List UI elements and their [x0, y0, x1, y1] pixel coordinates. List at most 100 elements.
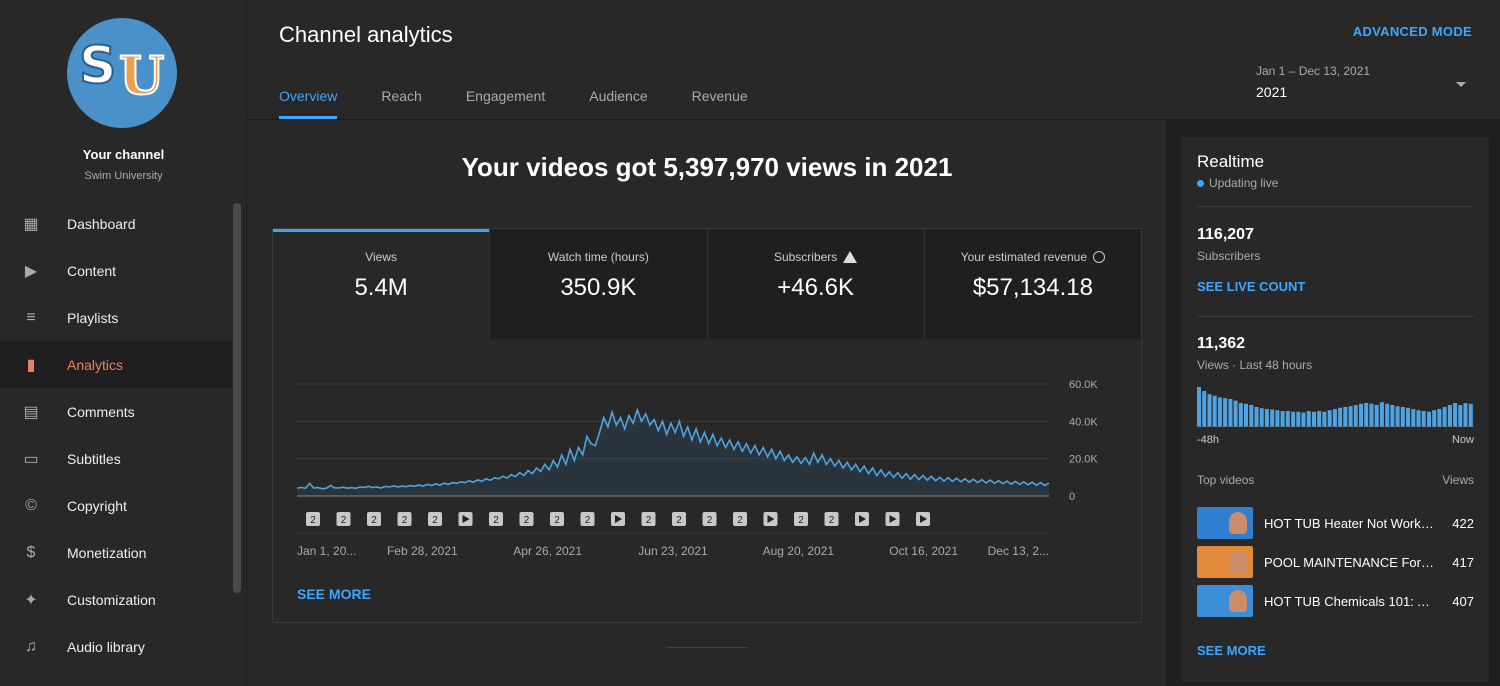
y-tick-label: 0	[1069, 491, 1075, 503]
video-marker	[397, 512, 412, 526]
see-more-link[interactable]: SEE MORE	[297, 586, 371, 602]
page-title: Channel analytics	[279, 22, 453, 47]
realtime-bar	[1275, 410, 1280, 427]
views-headline: Your videos got 5,397,970 views in 2021	[461, 152, 953, 182]
realtime-bar	[1458, 405, 1463, 427]
sidebar-item-customization[interactable]: ✦ Customization	[0, 576, 232, 623]
video-marker	[641, 512, 656, 526]
realtime-bar	[1202, 391, 1207, 427]
x-tick-label: Oct 16, 2021	[889, 544, 958, 558]
top-video-row[interactable]: POOL MAINTENANCE For Beginners 417	[1197, 546, 1474, 578]
see-more-link[interactable]: SEE MORE	[1197, 643, 1266, 658]
tab-reach[interactable]: Reach	[381, 88, 422, 104]
sidebar-item-monetization[interactable]: $ Monetization	[0, 529, 232, 576]
date-range-picker[interactable]: Jan 1 – Dec 13, 2021 2021	[1256, 64, 1476, 100]
marker-count: 2	[676, 515, 682, 526]
video-views: 417	[1452, 554, 1474, 570]
video-thumbnail[interactable]	[1197, 507, 1253, 539]
top-video-row[interactable]: HOT TUB Heater Not Working? 5 Reasons Wh…	[1197, 507, 1474, 539]
realtime-bar	[1432, 410, 1437, 427]
video-views: 407	[1452, 593, 1474, 609]
video-thumbnail[interactable]	[1197, 546, 1253, 578]
realtime-axis-end: Now	[1451, 434, 1474, 446]
video-marker	[336, 512, 351, 526]
sidebar-item-analytics[interactable]: ▮ Analytics	[0, 341, 232, 388]
tab-bar: Overview Reach Engagement Audience Reven…	[279, 88, 792, 119]
sidebar-scrollbar[interactable]	[233, 203, 241, 593]
video-marker	[428, 512, 442, 526]
video-title[interactable]: HOT TUB Chemicals 101: A Beginner's Guid…	[1264, 593, 1434, 609]
video-thumbnail[interactable]	[1197, 585, 1253, 617]
realtime-bar	[1338, 407, 1343, 427]
realtime-bar	[1212, 395, 1217, 427]
sidebar-item-content[interactable]: ▶ Content	[0, 247, 232, 294]
clock-icon	[1093, 251, 1106, 263]
realtime-bar	[1374, 405, 1379, 427]
views-chart[interactable]: 60.0K 40.0K 20.0K 0 2 2 2 2 2 2 2 2 2 2 2 2 2 2 2 Jan 1, 20…	[273, 339, 1141, 579]
realtime-bar	[1317, 411, 1322, 427]
sidebar-item-playlists[interactable]: ≡ Playlists	[0, 294, 232, 341]
realtime-bar	[1364, 403, 1369, 427]
tab-revenue[interactable]: Revenue	[691, 88, 748, 104]
sidebar-item-label: Audio library	[67, 638, 145, 655]
see-live-count-link[interactable]: SEE LIVE COUNT	[1197, 279, 1306, 294]
metric-subscribers[interactable]: Subscribers +46.6K	[707, 229, 925, 339]
realtime-bar	[1259, 408, 1264, 427]
sidebar-item-subtitles[interactable]: ▭ Subtitles	[0, 435, 232, 482]
dropdown-caret-icon	[1456, 82, 1466, 87]
channel-title[interactable]: Your channel	[82, 147, 165, 162]
metric-label: Views	[365, 250, 398, 264]
sidebar-item-comments[interactable]: ▤ Comments	[0, 388, 232, 435]
realtime-bar	[1285, 411, 1290, 427]
sidebar-item-label: Customization	[67, 591, 156, 608]
sidebar-item-copyright[interactable]: © Copyright	[0, 482, 232, 529]
sidebar-item-audio-library[interactable]: ♫ Audio library	[0, 623, 232, 670]
advanced-mode-button[interactable]: ADVANCED MODE	[1352, 24, 1472, 39]
realtime-views-count: 11,362	[1197, 335, 1246, 352]
marker-count: 2	[585, 515, 591, 526]
video-marker	[794, 512, 808, 526]
metric-value: 350.9K	[560, 274, 637, 301]
video-title[interactable]: HOT TUB Heater Not Working? 5 Reasons Wh…	[1264, 515, 1434, 531]
marker-count: 2	[432, 515, 438, 526]
tab-engagement[interactable]: Engagement	[465, 88, 546, 104]
monetization-icon: $	[26, 543, 36, 561]
sidebar-item-label: Subtitles	[67, 450, 121, 467]
thumbnail-person	[1229, 512, 1247, 534]
x-tick-label: Aug 20, 2021	[763, 544, 835, 558]
x-tick-label: Feb 28, 2021	[387, 544, 458, 558]
realtime-bar	[1306, 411, 1311, 427]
tab-overview[interactable]: Overview	[279, 88, 338, 119]
metric-value: $57,134.18	[972, 274, 1093, 301]
divider	[667, 647, 747, 648]
video-title[interactable]: POOL MAINTENANCE For Beginners	[1264, 554, 1434, 570]
metric-views[interactable]: Views 5.4M	[273, 229, 491, 339]
marker-count: 2	[341, 515, 347, 526]
video-marker	[824, 512, 839, 526]
realtime-bar	[1369, 403, 1374, 427]
realtime-bar	[1228, 399, 1233, 427]
tab-audience[interactable]: Audience	[589, 88, 648, 104]
metric-tabs: Views 5.4M Watch time (hours) 350.9K Sub…	[273, 229, 1141, 339]
realtime-bar	[1296, 411, 1301, 427]
sidebar-item-label: Comments	[67, 403, 135, 420]
views-line	[296, 407, 1050, 490]
video-marker	[733, 512, 747, 526]
realtime-title: Realtime	[1197, 152, 1265, 171]
metric-revenue[interactable]: Your estimated revenue $57,134.18	[924, 229, 1141, 339]
x-tick-label: Jan 1, 20...	[297, 544, 356, 558]
metric-label: Your estimated revenue	[960, 250, 1088, 264]
metric-watch-time[interactable]: Watch time (hours) 350.9K	[490, 229, 708, 339]
top-video-row[interactable]: HOT TUB Chemicals 101: A Beginner's Guid…	[1197, 585, 1474, 617]
sidebar-item-label: Dashboard	[67, 215, 136, 232]
views-column-label: Views	[1442, 473, 1474, 487]
sidebar-item-label: Content	[67, 262, 117, 279]
play-icon	[767, 515, 775, 523]
realtime-bar	[1359, 403, 1363, 427]
realtime-bar	[1421, 411, 1426, 427]
realtime-bar	[1447, 405, 1452, 427]
sidebar-item-dashboard[interactable]: ▦ Dashboard	[0, 200, 232, 247]
realtime-bar-chart[interactable]	[1197, 387, 1474, 427]
